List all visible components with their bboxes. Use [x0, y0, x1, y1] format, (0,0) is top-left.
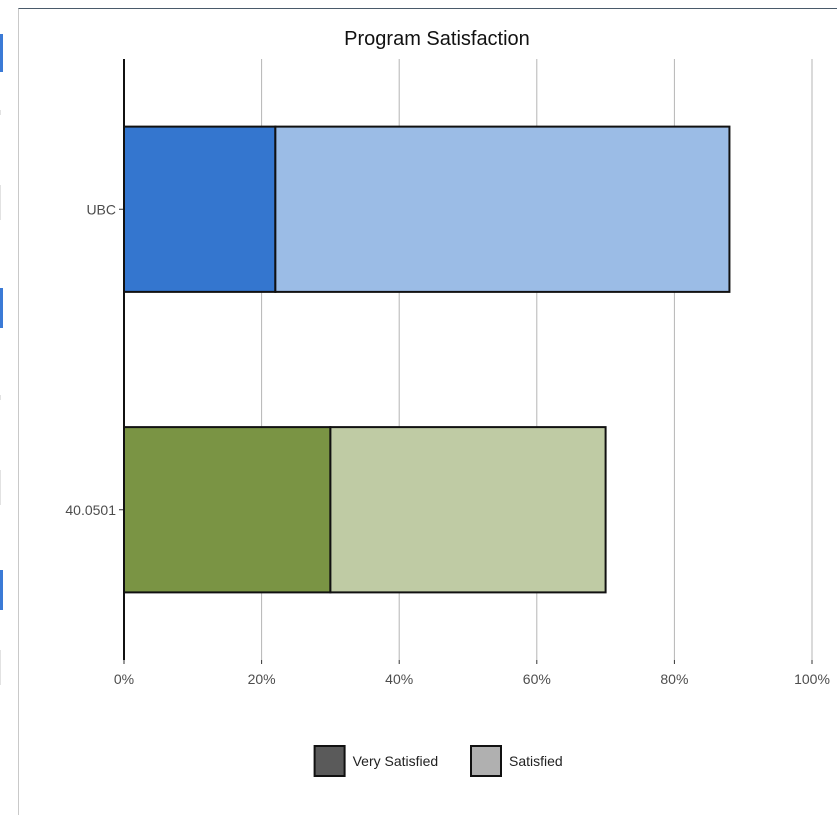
edge-mark-3	[0, 395, 1, 400]
y-tick-label: UBC	[86, 201, 116, 217]
edge-mark-1	[0, 110, 1, 115]
x-tick-label: 20%	[248, 671, 276, 687]
x-tick-label: 40%	[385, 671, 413, 687]
edge-tab-1[interactable]	[0, 34, 3, 72]
edge-tab-3[interactable]	[0, 570, 3, 610]
x-tick-label: 100%	[794, 671, 830, 687]
legend-label: Very Satisfied	[353, 753, 439, 769]
legend-key	[470, 745, 502, 777]
legend-key	[313, 745, 346, 777]
edge-mark-5	[0, 650, 1, 685]
bar-ubc-very-satisfied	[123, 125, 277, 293]
edge-mark-2	[0, 185, 1, 220]
chart-panel: 0% 20% 40% 60% 80% 100% UBC 40.0501 Program Sat…	[18, 8, 837, 815]
axis-layer: 0% 20% 40% 60% 80% 100% UBC 40.0501	[65, 59, 830, 687]
chart-title: Program Satisfaction	[344, 28, 530, 50]
x-tick-label: 80%	[660, 671, 688, 687]
x-tick-label: 0%	[114, 671, 134, 687]
chart-legend: Very Satisfied Satisfied	[313, 745, 563, 777]
bar-ubc-satisfied	[274, 125, 731, 293]
bar-40-0501-satisfied	[329, 426, 607, 594]
bar-layer	[123, 125, 731, 594]
edge-mark-4	[0, 470, 1, 505]
bar-40-0501-very-satisfied	[123, 426, 332, 594]
satisfaction-chart: 0% 20% 40% 60% 80% 100% UBC 40.0501 Program Sat…	[65, 28, 830, 777]
x-tick-label: 60%	[523, 671, 551, 687]
y-tick-label: 40.0501	[65, 502, 116, 518]
edge-tab-2[interactable]	[0, 288, 3, 328]
legend-label: Satisfied	[509, 753, 563, 769]
